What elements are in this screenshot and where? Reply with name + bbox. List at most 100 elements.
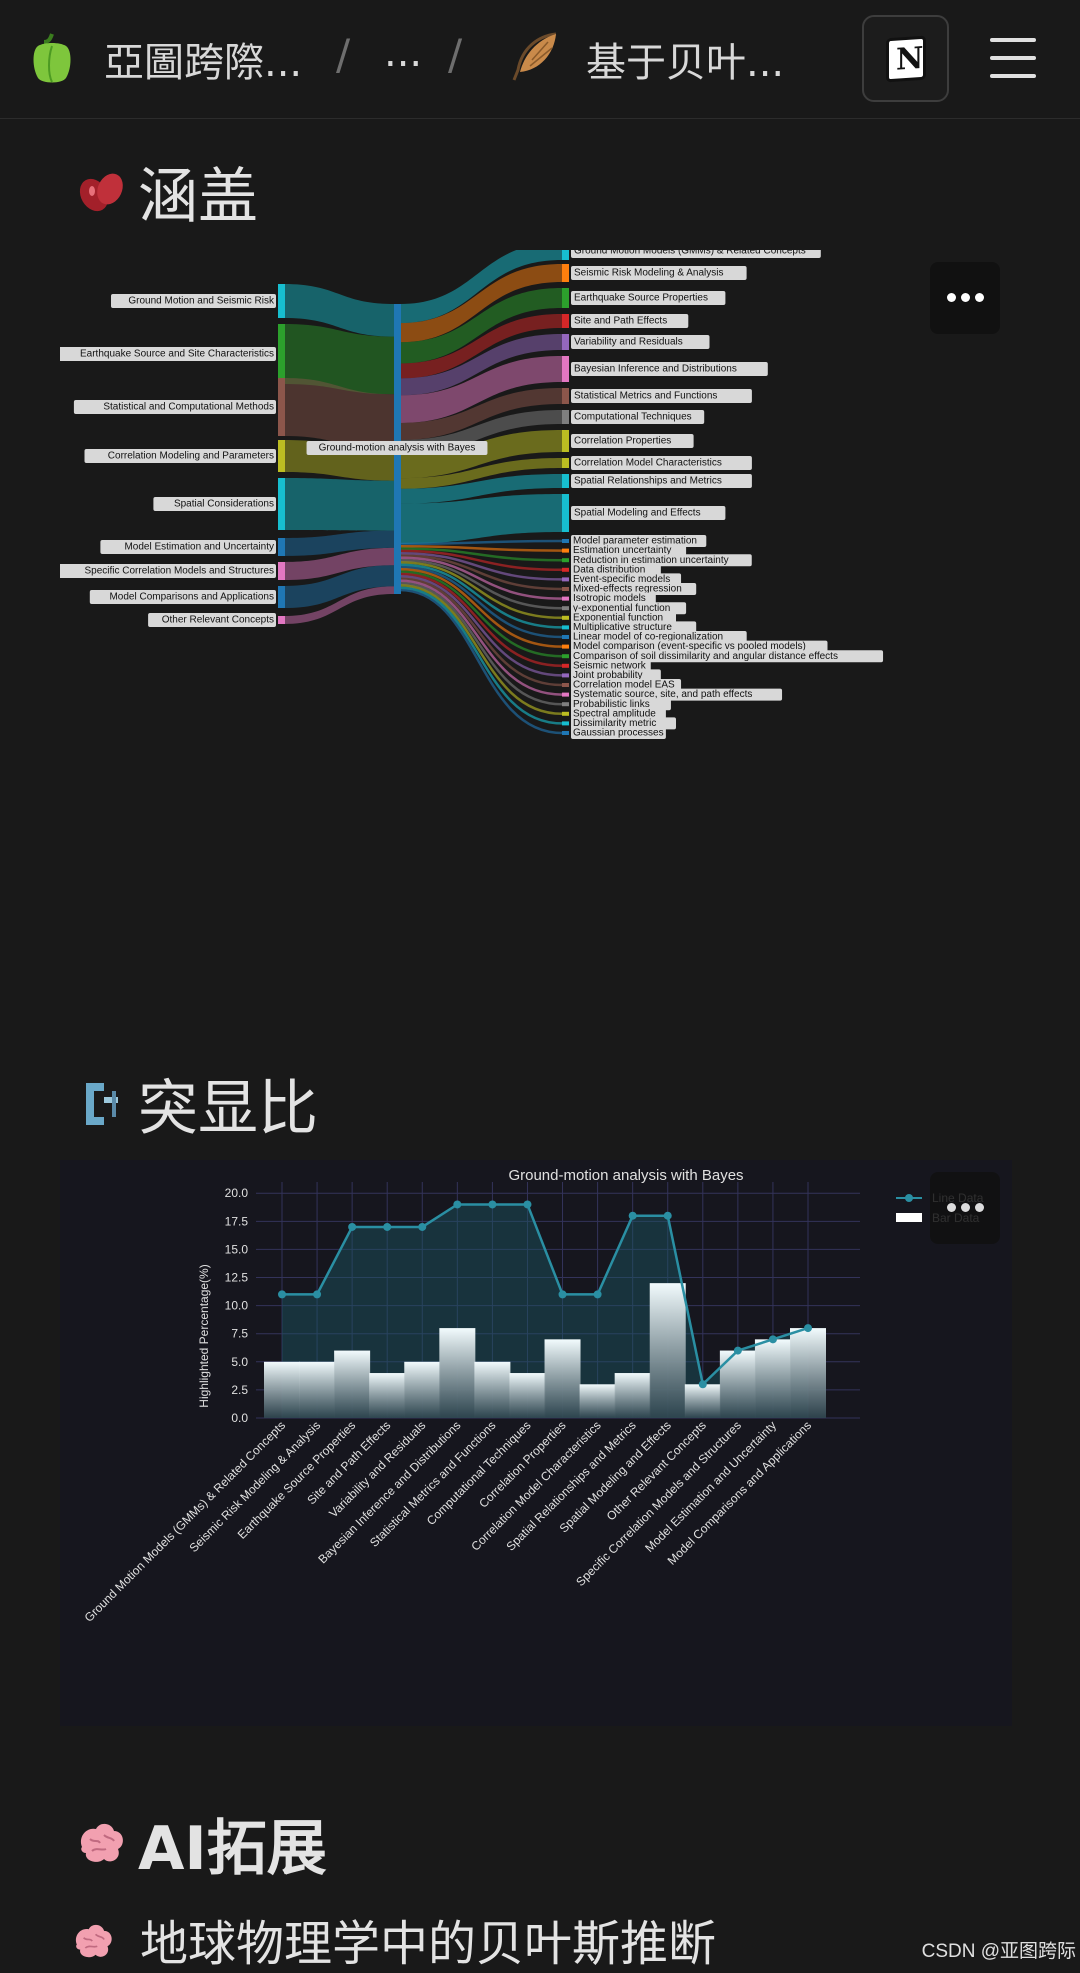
sankey-link xyxy=(399,570,563,658)
sankey-node-left xyxy=(278,586,285,608)
sankey-link xyxy=(399,561,563,620)
svg-text:Spatial Considerations: Spatial Considerations xyxy=(174,499,274,510)
more-options-button[interactable] xyxy=(930,262,1000,334)
top-bar: 亞圖跨際... / ... / 基于贝叶... N xyxy=(0,0,1080,119)
svg-text:Isotropic models: Isotropic models xyxy=(573,593,646,604)
sankey-link xyxy=(399,545,563,552)
sankey-svg: Ground Motion Models (GMMs) & Related Co… xyxy=(47,242,884,739)
sankey-right-label: Correlation Properties xyxy=(571,434,694,448)
chart-bar xyxy=(334,1350,371,1418)
chart-y-tick: 12.5 xyxy=(225,1271,249,1285)
svg-text:Gaussian processes: Gaussian processes xyxy=(573,728,664,739)
section-heading-coverage: 涵盖 xyxy=(74,148,258,235)
sankey-node-right xyxy=(562,577,569,582)
svg-text:Site and Path Effects: Site and Path Effects xyxy=(574,316,667,327)
sankey-node-right xyxy=(562,288,569,308)
sankey-node-right xyxy=(562,410,569,424)
sankey-right-minor-label: Joint probability xyxy=(571,669,661,682)
section-title: 突显比 xyxy=(138,1074,318,1144)
chart-point xyxy=(453,1200,462,1209)
breadcrumb-page[interactable]: 基于贝叶... xyxy=(586,40,785,86)
notion-icon: N xyxy=(886,35,926,83)
svg-text:Earthquake Source Properties: Earthquake Source Properties xyxy=(574,293,708,304)
sankey-link xyxy=(399,568,563,648)
sankey-node-right xyxy=(562,264,569,282)
sankey-left-label: Other Relevant Concepts xyxy=(148,613,276,627)
chart-point xyxy=(733,1346,742,1355)
sankey-link xyxy=(399,574,563,677)
sankey-node-left xyxy=(278,284,285,318)
sankey-link xyxy=(284,530,394,556)
subsection-title[interactable]: 地球物理学中的贝叶斯推断 xyxy=(140,1904,716,1973)
svg-text:Model Comparisons and Applicat: Model Comparisons and Applications xyxy=(109,592,274,603)
chart-title: Ground-motion analysis with Bayes xyxy=(508,1167,743,1184)
sankey-right-minor-label: Probabilistic links xyxy=(571,698,671,711)
sankey-link xyxy=(284,565,394,608)
svg-text:Correlation model EAS: Correlation model EAS xyxy=(573,680,675,691)
feather-icon xyxy=(512,32,557,81)
chart-y-tick: 15.0 xyxy=(225,1242,249,1256)
sankey-right-minor-label: Data distribution xyxy=(571,563,661,576)
sankey-link xyxy=(399,565,563,639)
sankey-right-minor-label: Seismic network xyxy=(571,659,651,672)
svg-text:Specific Correlation Models an: Specific Correlation Models and Structur… xyxy=(84,566,274,577)
sankey-link xyxy=(284,284,394,337)
breadcrumb-ellipsis[interactable]: ... xyxy=(384,30,423,76)
chart-point xyxy=(418,1222,427,1231)
sankey-node-left xyxy=(278,324,285,384)
sankey-node-left xyxy=(278,562,285,580)
sankey-center-label: Ground-motion analysis with Bayes xyxy=(306,441,488,455)
chart-bar xyxy=(509,1373,546,1418)
sankey-right-minor-label: γ-exponential function xyxy=(571,602,687,615)
sankey-right-minor-label: Exponential function xyxy=(571,611,676,624)
svg-text:Multiplicative structure: Multiplicative structure xyxy=(573,622,672,633)
svg-text:Exponential function: Exponential function xyxy=(573,612,663,623)
sankey-node-right xyxy=(562,388,569,404)
sankey-right-label: Ground Motion Models (GMMs) & Related Co… xyxy=(571,244,821,258)
sankey-link xyxy=(399,579,563,696)
svg-text:Bayesian Inference and Distrib: Bayesian Inference and Distributions xyxy=(574,364,737,375)
chart-line xyxy=(282,1203,809,1387)
sankey-link xyxy=(399,581,563,706)
sankey-node-left xyxy=(278,538,285,556)
svg-text:Statistical and Computational: Statistical and Computational Methods xyxy=(103,402,274,413)
sankey-link xyxy=(400,264,562,343)
sankey-link xyxy=(399,551,563,581)
svg-text:Comparison of soil dissimilari: Comparison of soil dissimilarity and ang… xyxy=(573,651,838,662)
chart-bar xyxy=(684,1384,721,1418)
sankey-link xyxy=(399,572,563,668)
sankey-right-minor-label: Estimation uncertainty xyxy=(571,544,687,557)
chart-bar xyxy=(579,1384,616,1418)
sankey-node-right xyxy=(562,663,569,668)
sankey-right-minor-label: Systematic source, site, and path effect… xyxy=(571,688,783,701)
sankey-link xyxy=(399,554,563,591)
chart-point xyxy=(804,1324,812,1333)
svg-text:Ground Motion and Seismic Risk: Ground Motion and Seismic Risk xyxy=(128,296,275,307)
svg-text:Model parameter estimation: Model parameter estimation xyxy=(573,536,697,547)
sankey-right-label: Computational Techniques xyxy=(571,410,705,424)
breadcrumb-workspace[interactable]: 亞圖跨際... xyxy=(104,40,303,86)
hamburger-menu-icon[interactable] xyxy=(990,38,1038,78)
more-options-button[interactable] xyxy=(930,1172,1000,1244)
chart-point xyxy=(348,1222,357,1231)
sankey-right-label: Earthquake Source Properties xyxy=(571,291,726,305)
notion-button[interactable]: N xyxy=(862,15,949,102)
chart-point xyxy=(768,1335,777,1344)
svg-text:Correlation Properties: Correlation Properties xyxy=(574,436,671,447)
sankey-right-minor-label: Model parameter estimation xyxy=(571,535,707,547)
sankey-node-right xyxy=(562,721,569,726)
sankey-node-right xyxy=(562,644,569,649)
sankey-right-label: Site and Path Effects xyxy=(571,314,689,328)
subsection-heading[interactable]: 地球物理学中的贝叶斯推断 xyxy=(70,1904,716,1973)
sankey-link xyxy=(399,563,563,629)
chart-bar xyxy=(264,1361,300,1418)
svg-text:Joint probability: Joint probability xyxy=(573,670,642,681)
chart-bar xyxy=(544,1339,581,1418)
sankey-right-label: Bayesian Inference and Distributions xyxy=(571,362,768,376)
chart-bar xyxy=(790,1328,826,1418)
svg-text:Event-specific models: Event-specific models xyxy=(573,574,670,585)
sankey-node-right xyxy=(562,567,569,572)
svg-text:Model comparison (event-specif: Model comparison (event-specific vs pool… xyxy=(573,641,806,652)
chart-bar xyxy=(614,1373,651,1418)
sankey-link xyxy=(399,549,563,572)
